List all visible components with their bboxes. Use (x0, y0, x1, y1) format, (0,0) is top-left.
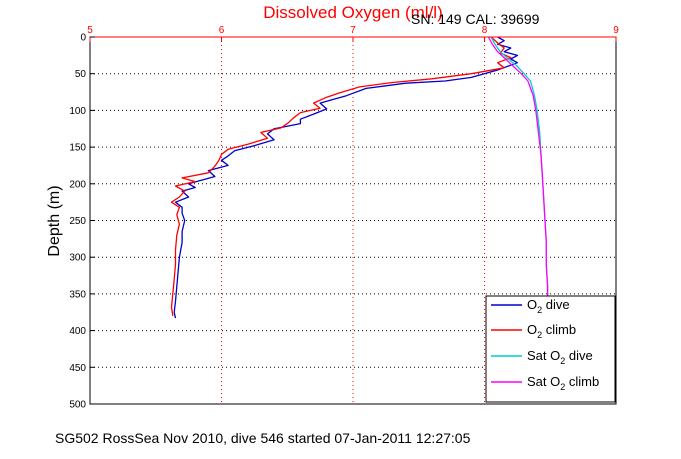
footer-text: SG502 RossSea Nov 2010, dive 546 started… (55, 430, 471, 446)
series-line-2 (170, 36, 512, 316)
calibration-text: SN: 149 CAL: 39699 (411, 11, 540, 27)
y-tick-label: 350 (69, 289, 86, 300)
y-tick-label: 0 (80, 33, 86, 44)
y-tick-label: 100 (69, 106, 86, 117)
y-tick-label: 200 (69, 179, 86, 190)
x-tick-label: 8 (482, 25, 488, 36)
y-tick-label: 500 (69, 400, 86, 411)
legend-label: O2 dive (527, 297, 570, 315)
y-tick-label: 250 (69, 216, 86, 227)
legend-label: Sat O2 dive (527, 348, 593, 366)
y-tick-label: 300 (69, 253, 86, 264)
x-tick-label: 7 (350, 25, 356, 36)
series-layer (170, 36, 549, 319)
legend: O2 dive O2 climb Sat O2 dive Sat O2 climb (485, 295, 616, 403)
chart-title: Dissolved Oxygen (ml/l) (263, 3, 443, 22)
legend-label: O2 climb (527, 322, 576, 340)
y-tick-label: 450 (69, 363, 86, 374)
legend-label: Sat O2 climb (527, 374, 599, 392)
legend-entries: O2 dive O2 climb Sat O2 dive Sat O2 climb (491, 297, 599, 392)
y-tick-layer: 0 50 100 150 200 250 300 350 400 450 500 (69, 33, 95, 411)
y-tick-label: 400 (69, 326, 86, 337)
x-tick-label: 5 (87, 25, 93, 36)
legend-box (485, 295, 616, 403)
x-tick-layer: 5 6 7 8 9 (87, 25, 619, 42)
y-tick-label: 50 (75, 69, 87, 80)
y-tick-label: 150 (69, 143, 86, 154)
y-axis-label: Depth (m) (46, 185, 63, 256)
x-tick-label: 9 (613, 25, 619, 36)
x-tick-label: 6 (219, 25, 225, 36)
series-line-4 (487, 36, 549, 298)
